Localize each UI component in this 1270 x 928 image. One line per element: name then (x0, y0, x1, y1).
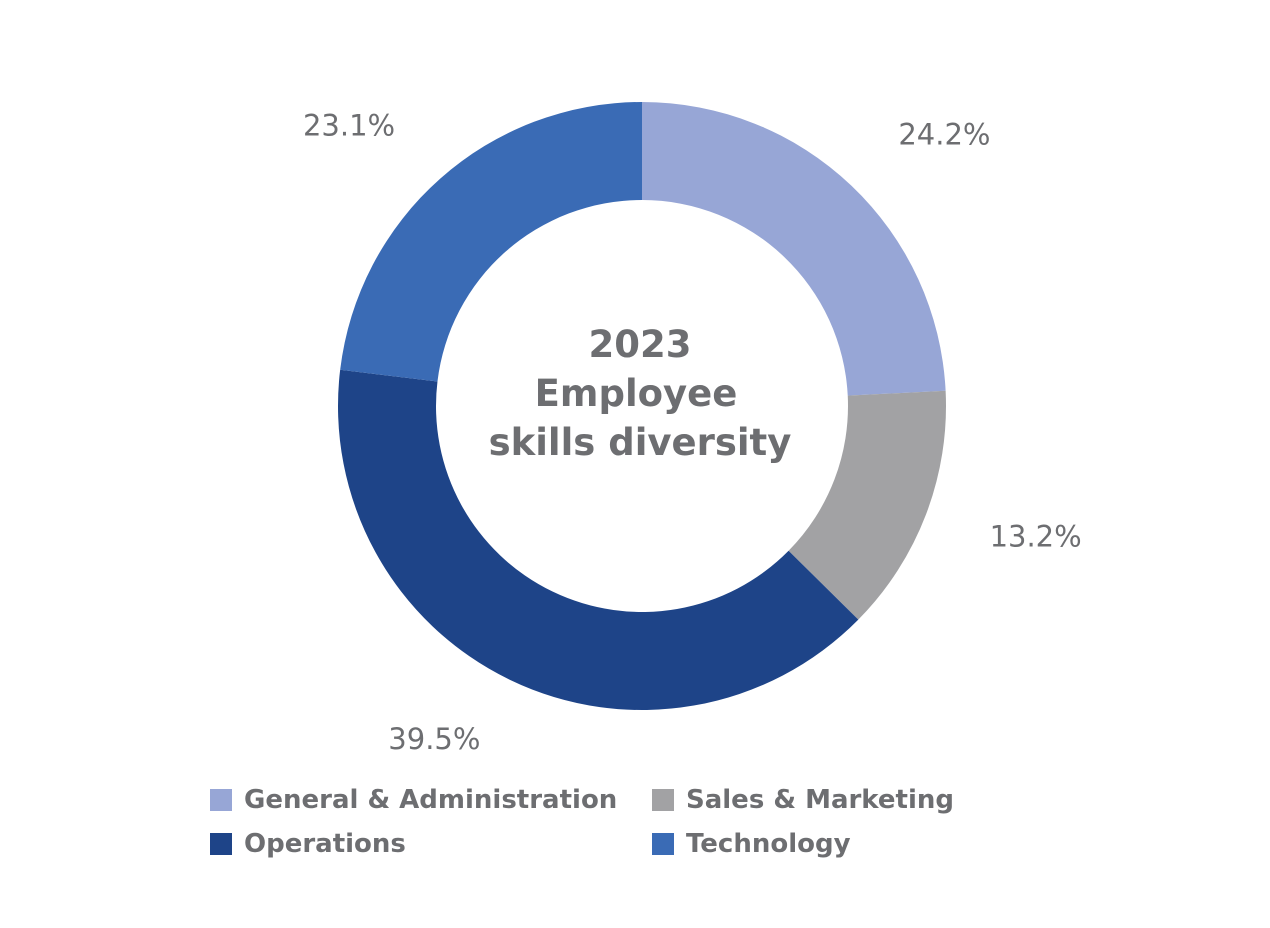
percentage-labels: 24.2% 13.2% 39.5% 23.1% (303, 109, 1082, 756)
legend-item-general-administration: General & Administration (210, 784, 652, 815)
donut-chart: 24.2% 13.2% 39.5% 23.1% 2023 Employee skill… (303, 102, 1082, 756)
slice-technology (340, 102, 642, 382)
center-title-line-1: 2023 (589, 323, 692, 366)
legend-label: General & Administration (244, 784, 618, 815)
center-title-line-3: skills diversity (489, 421, 792, 464)
label-operations: 39.5% (388, 722, 480, 756)
legend-label: Technology (686, 828, 851, 859)
slice-general-administration (642, 102, 946, 396)
legend-label: Sales & Marketing (686, 784, 954, 815)
donut-slices (338, 102, 946, 710)
legend-swatch (652, 832, 674, 855)
slice-operations (338, 369, 859, 710)
slice-sales-marketing (788, 390, 946, 620)
legend-item-operations: Operations (210, 828, 652, 859)
label-technology: 23.1% (303, 109, 395, 143)
label-sales-marketing: 13.2% (990, 520, 1082, 554)
legend-item-technology: Technology (652, 828, 970, 859)
legend-label: Operations (244, 828, 406, 859)
center-title-line-2: Employee (535, 372, 738, 415)
legend-swatch (210, 832, 232, 855)
chart-legend: General & Administration Sales & Marketi… (210, 784, 970, 859)
legend-swatch (210, 788, 232, 811)
legend-item-sales-marketing: Sales & Marketing (652, 784, 970, 815)
legend-swatch (652, 788, 674, 811)
label-general-administration: 24.2% (898, 117, 990, 151)
